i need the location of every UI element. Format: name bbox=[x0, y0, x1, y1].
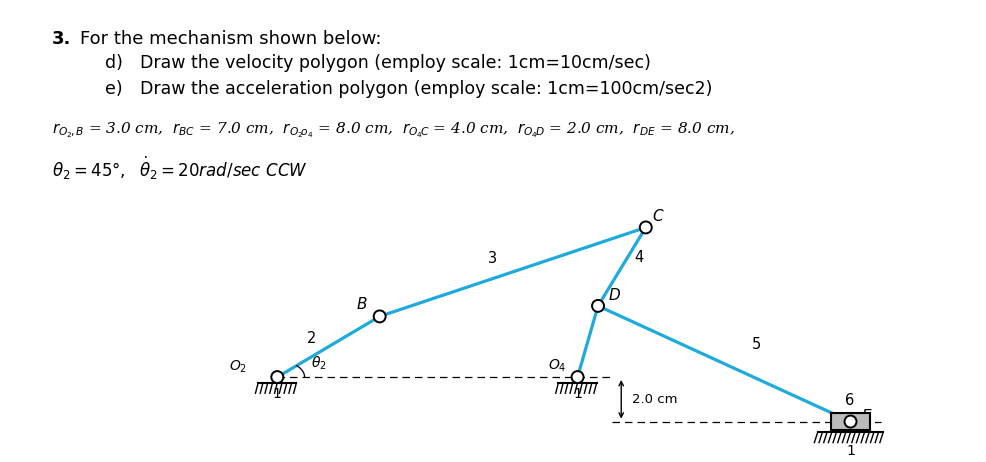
Text: d): d) bbox=[105, 54, 122, 72]
Text: 3.: 3. bbox=[52, 30, 71, 48]
Text: $O_4$: $O_4$ bbox=[547, 358, 565, 374]
Text: 6: 6 bbox=[844, 393, 854, 408]
Text: 2: 2 bbox=[307, 331, 316, 346]
Text: 1: 1 bbox=[573, 387, 582, 401]
Text: C: C bbox=[652, 209, 663, 224]
Text: 3: 3 bbox=[488, 251, 497, 266]
Circle shape bbox=[639, 221, 651, 233]
Text: D: D bbox=[608, 288, 620, 303]
Text: $\theta_2 = 45°,$  $\dot{\theta}_2 = 20rad/sec\ \mathit{CCW}$: $\theta_2 = 45°,$ $\dot{\theta}_2 = 20ra… bbox=[52, 155, 308, 182]
Text: 2.0 cm: 2.0 cm bbox=[631, 393, 677, 406]
Text: 4: 4 bbox=[634, 250, 643, 265]
Text: E: E bbox=[861, 409, 871, 424]
Circle shape bbox=[374, 310, 386, 322]
Text: Draw the velocity polygon (employ scale: 1cm=10cm/sec): Draw the velocity polygon (employ scale:… bbox=[140, 54, 650, 72]
Bar bbox=[830, 413, 869, 431]
Text: $\theta_2$: $\theta_2$ bbox=[312, 355, 326, 372]
Circle shape bbox=[844, 416, 856, 427]
Text: e): e) bbox=[105, 80, 122, 98]
Circle shape bbox=[571, 371, 583, 383]
Text: B: B bbox=[356, 298, 367, 312]
Text: $r_{O_2\!,B}$ = 3.0 cm,  $r_{BC}$ = 7.0 cm,  $r_{O_2\!o_4}$ = 8.0 cm,  $r_{O_4\!: $r_{O_2\!,B}$ = 3.0 cm, $r_{BC}$ = 7.0 c… bbox=[52, 120, 735, 140]
Circle shape bbox=[271, 371, 283, 383]
Text: 1: 1 bbox=[272, 387, 281, 401]
Text: Draw the acceleration polygon (employ scale: 1cm=100cm/sec2): Draw the acceleration polygon (employ sc… bbox=[140, 80, 712, 98]
Text: 5: 5 bbox=[750, 337, 760, 352]
Text: $O_2$: $O_2$ bbox=[229, 359, 247, 376]
Text: For the mechanism shown below:: For the mechanism shown below: bbox=[80, 30, 382, 48]
Circle shape bbox=[592, 300, 603, 312]
Text: 1: 1 bbox=[845, 444, 854, 458]
